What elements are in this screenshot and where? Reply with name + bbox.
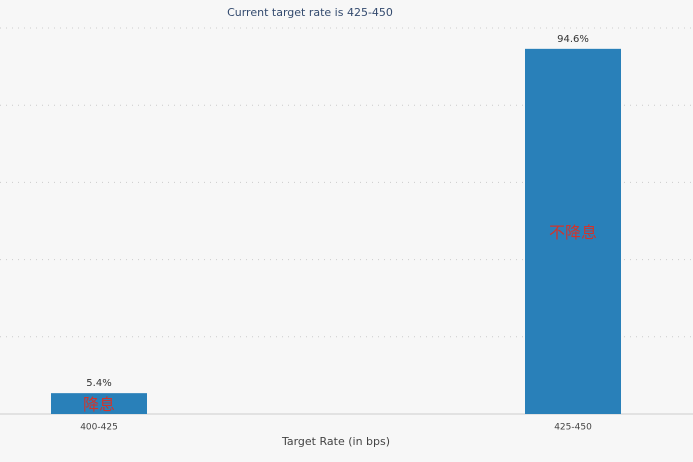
x-tick-label: 425-450	[554, 423, 592, 433]
bar	[51, 393, 147, 414]
chart-subtitle: Current target rate is 425-450	[227, 6, 393, 19]
bar-annotation: 不降息	[549, 223, 597, 242]
bar	[525, 48, 621, 415]
x-axis-label: Target Rate (in bps)	[281, 435, 390, 448]
value-label: 94.6%	[557, 34, 589, 45]
bar-annotation: 降息	[83, 395, 115, 414]
value-label: 5.4%	[86, 378, 111, 389]
x-tick-label: 400-425	[80, 423, 118, 433]
